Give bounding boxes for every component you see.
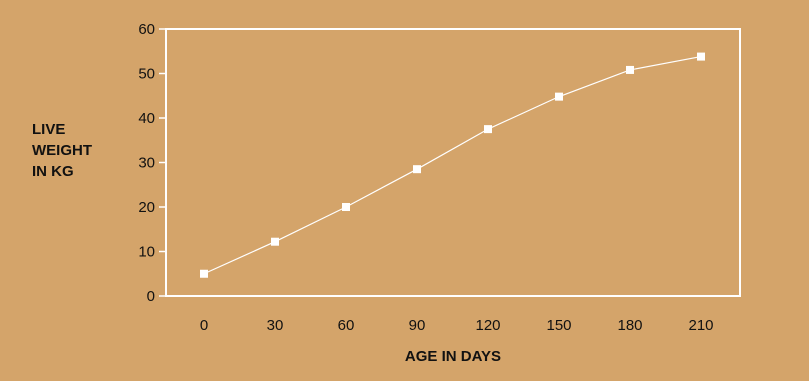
- data-point: [697, 52, 705, 61]
- x-tick-label: 180: [617, 317, 642, 334]
- data-point: [555, 92, 563, 101]
- x-axis-title: AGE IN DAYS: [405, 348, 501, 365]
- x-tick-label: 90: [409, 317, 426, 334]
- data-point: [484, 125, 492, 134]
- x-tick-label: 150: [546, 317, 571, 334]
- data-point: [200, 269, 208, 278]
- series-line: [203, 56, 702, 275]
- y-axis-title-line-3: IN KG: [32, 163, 74, 180]
- x-tick-label: 30: [267, 317, 284, 334]
- y-tick-label: 10: [138, 244, 155, 261]
- data-point: [626, 65, 634, 74]
- y-tick-label: 50: [138, 66, 155, 83]
- y-axis-title-line-1: LIVE: [32, 121, 65, 138]
- x-tick-label: 120: [475, 317, 500, 334]
- y-axis-title: LIVE WEIGHT IN KG: [32, 121, 96, 180]
- plot-frame: [165, 28, 741, 297]
- x-tick-label: 60: [338, 317, 355, 334]
- y-tick-label: 20: [138, 199, 155, 216]
- y-axis-title-line-2: WEIGHT: [32, 142, 92, 159]
- y-tick-label: 30: [138, 155, 155, 172]
- y-tick-label: 40: [138, 110, 155, 127]
- x-tick-label: 210: [688, 317, 713, 334]
- x-tick-label: 0: [200, 317, 208, 334]
- data-point: [342, 203, 350, 211]
- y-tick-label: 60: [138, 21, 155, 38]
- y-tick-label: 0: [147, 288, 155, 305]
- data-point: [271, 237, 279, 246]
- data-point: [413, 165, 421, 174]
